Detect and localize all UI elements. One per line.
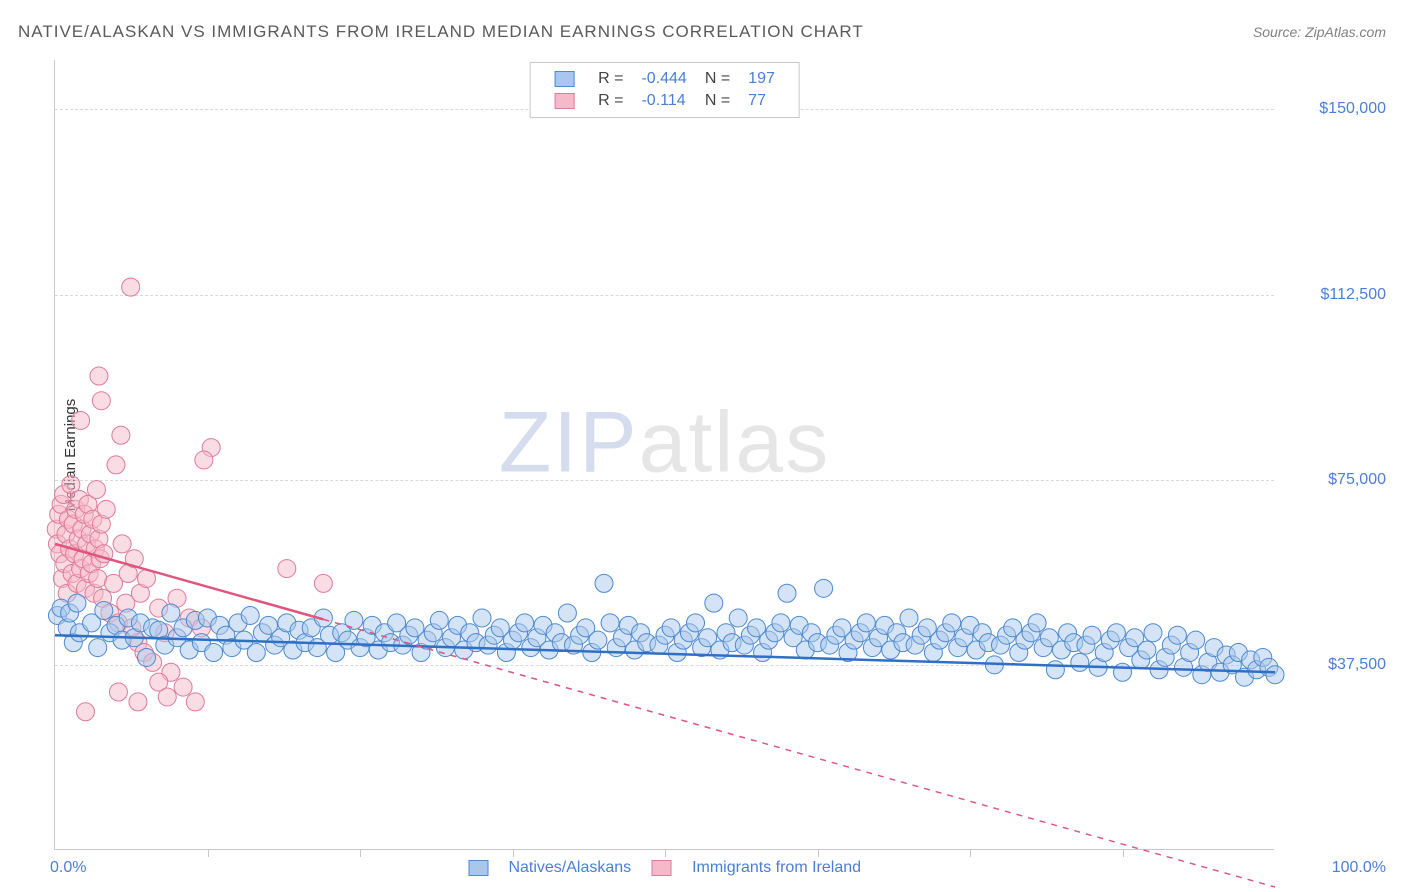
- legend-label-blue: Natives/Alaskans: [508, 859, 631, 876]
- scatter-point: [314, 574, 332, 592]
- scatter-point: [1168, 626, 1186, 644]
- source-value: ZipAtlas.com: [1305, 24, 1386, 40]
- swatch-blue-bottom: [468, 860, 488, 876]
- x-minor-tick: [970, 849, 971, 857]
- scatter-point: [97, 500, 115, 518]
- scatter-point: [174, 678, 192, 696]
- x-tick-label: 100.0%: [1286, 859, 1386, 877]
- y-tick-label: $37,500: [1286, 656, 1386, 674]
- scatter-point: [589, 631, 607, 649]
- scatter-point: [138, 648, 156, 666]
- scatter-point: [72, 411, 90, 429]
- y-tick-label: $75,000: [1286, 471, 1386, 489]
- legend-label-pink: Immigrants from Ireland: [692, 859, 861, 876]
- x-minor-tick: [360, 849, 361, 857]
- r-value-blue: -0.444: [633, 69, 694, 89]
- scatter-point: [112, 426, 130, 444]
- scatter-svg: [55, 60, 1275, 850]
- series-legend: Natives/Alaskans Immigrants from Ireland: [460, 859, 869, 877]
- scatter-point: [857, 614, 875, 632]
- n-value-blue: 197: [740, 69, 783, 89]
- scatter-point: [95, 602, 113, 620]
- scatter-point: [158, 688, 176, 706]
- x-minor-tick: [513, 849, 514, 857]
- scatter-point: [241, 606, 259, 624]
- x-minor-tick: [665, 849, 666, 857]
- y-tick-label: $112,500: [1286, 286, 1386, 304]
- scatter-point: [89, 639, 107, 657]
- scatter-point: [778, 584, 796, 602]
- scatter-point: [1083, 626, 1101, 644]
- scatter-point: [109, 683, 127, 701]
- scatter-point: [1046, 661, 1064, 679]
- x-tick-label: 0.0%: [50, 859, 86, 877]
- scatter-point: [247, 644, 265, 662]
- scatter-point: [278, 560, 296, 578]
- chart-area: Median Earnings ZIPatlas $37,500$75,000$…: [54, 60, 1390, 850]
- swatch-pink: [554, 93, 574, 109]
- scatter-point: [1266, 666, 1284, 684]
- scatter-point: [195, 451, 213, 469]
- scatter-point: [705, 594, 723, 612]
- scatter-point: [113, 535, 131, 553]
- scatter-point: [77, 703, 95, 721]
- scatter-point: [729, 609, 747, 627]
- scatter-point: [900, 609, 918, 627]
- scatter-point: [687, 614, 705, 632]
- scatter-point: [595, 574, 613, 592]
- scatter-point: [1114, 663, 1132, 681]
- y-tick-label: $150,000: [1286, 100, 1386, 118]
- n-value-pink: 77: [740, 91, 783, 111]
- scatter-point: [815, 579, 833, 597]
- scatter-point: [516, 614, 534, 632]
- scatter-point: [122, 278, 140, 296]
- scatter-point: [90, 367, 108, 385]
- scatter-point: [1071, 653, 1089, 671]
- scatter-point: [92, 392, 110, 410]
- scatter-point: [1187, 631, 1205, 649]
- scatter-point: [430, 611, 448, 629]
- scatter-point: [205, 644, 223, 662]
- correlation-legend: R = -0.444 N = 197 R = -0.114 N = 77: [529, 62, 800, 118]
- scatter-point: [107, 456, 125, 474]
- scatter-point: [1144, 624, 1162, 642]
- scatter-point: [186, 693, 204, 711]
- x-minor-tick: [208, 849, 209, 857]
- scatter-point: [68, 594, 86, 612]
- scatter-point: [558, 604, 576, 622]
- scatter-point: [87, 481, 105, 499]
- legend-row-blue: R = -0.444 N = 197: [546, 69, 783, 89]
- scatter-point: [473, 609, 491, 627]
- scatter-point: [1138, 641, 1156, 659]
- scatter-point: [1107, 624, 1125, 642]
- swatch-blue: [554, 71, 574, 87]
- r-value-pink: -0.114: [633, 91, 694, 111]
- scatter-point: [943, 614, 961, 632]
- scatter-point: [1028, 614, 1046, 632]
- scatter-point: [89, 569, 107, 587]
- source-attribution: Source: ZipAtlas.com: [1253, 24, 1386, 40]
- chart-title: NATIVE/ALASKAN VS IMMIGRANTS FROM IRELAN…: [18, 22, 864, 42]
- legend-row-pink: R = -0.114 N = 77: [546, 91, 783, 111]
- x-minor-tick: [818, 849, 819, 857]
- plot-region: ZIPatlas $37,500$75,000$112,500$150,000 …: [54, 60, 1274, 850]
- x-minor-tick: [1123, 849, 1124, 857]
- scatter-point: [162, 604, 180, 622]
- swatch-pink-bottom: [652, 860, 672, 876]
- scatter-point: [772, 614, 790, 632]
- scatter-point: [601, 614, 619, 632]
- source-label: Source:: [1253, 24, 1301, 40]
- scatter-point: [129, 693, 147, 711]
